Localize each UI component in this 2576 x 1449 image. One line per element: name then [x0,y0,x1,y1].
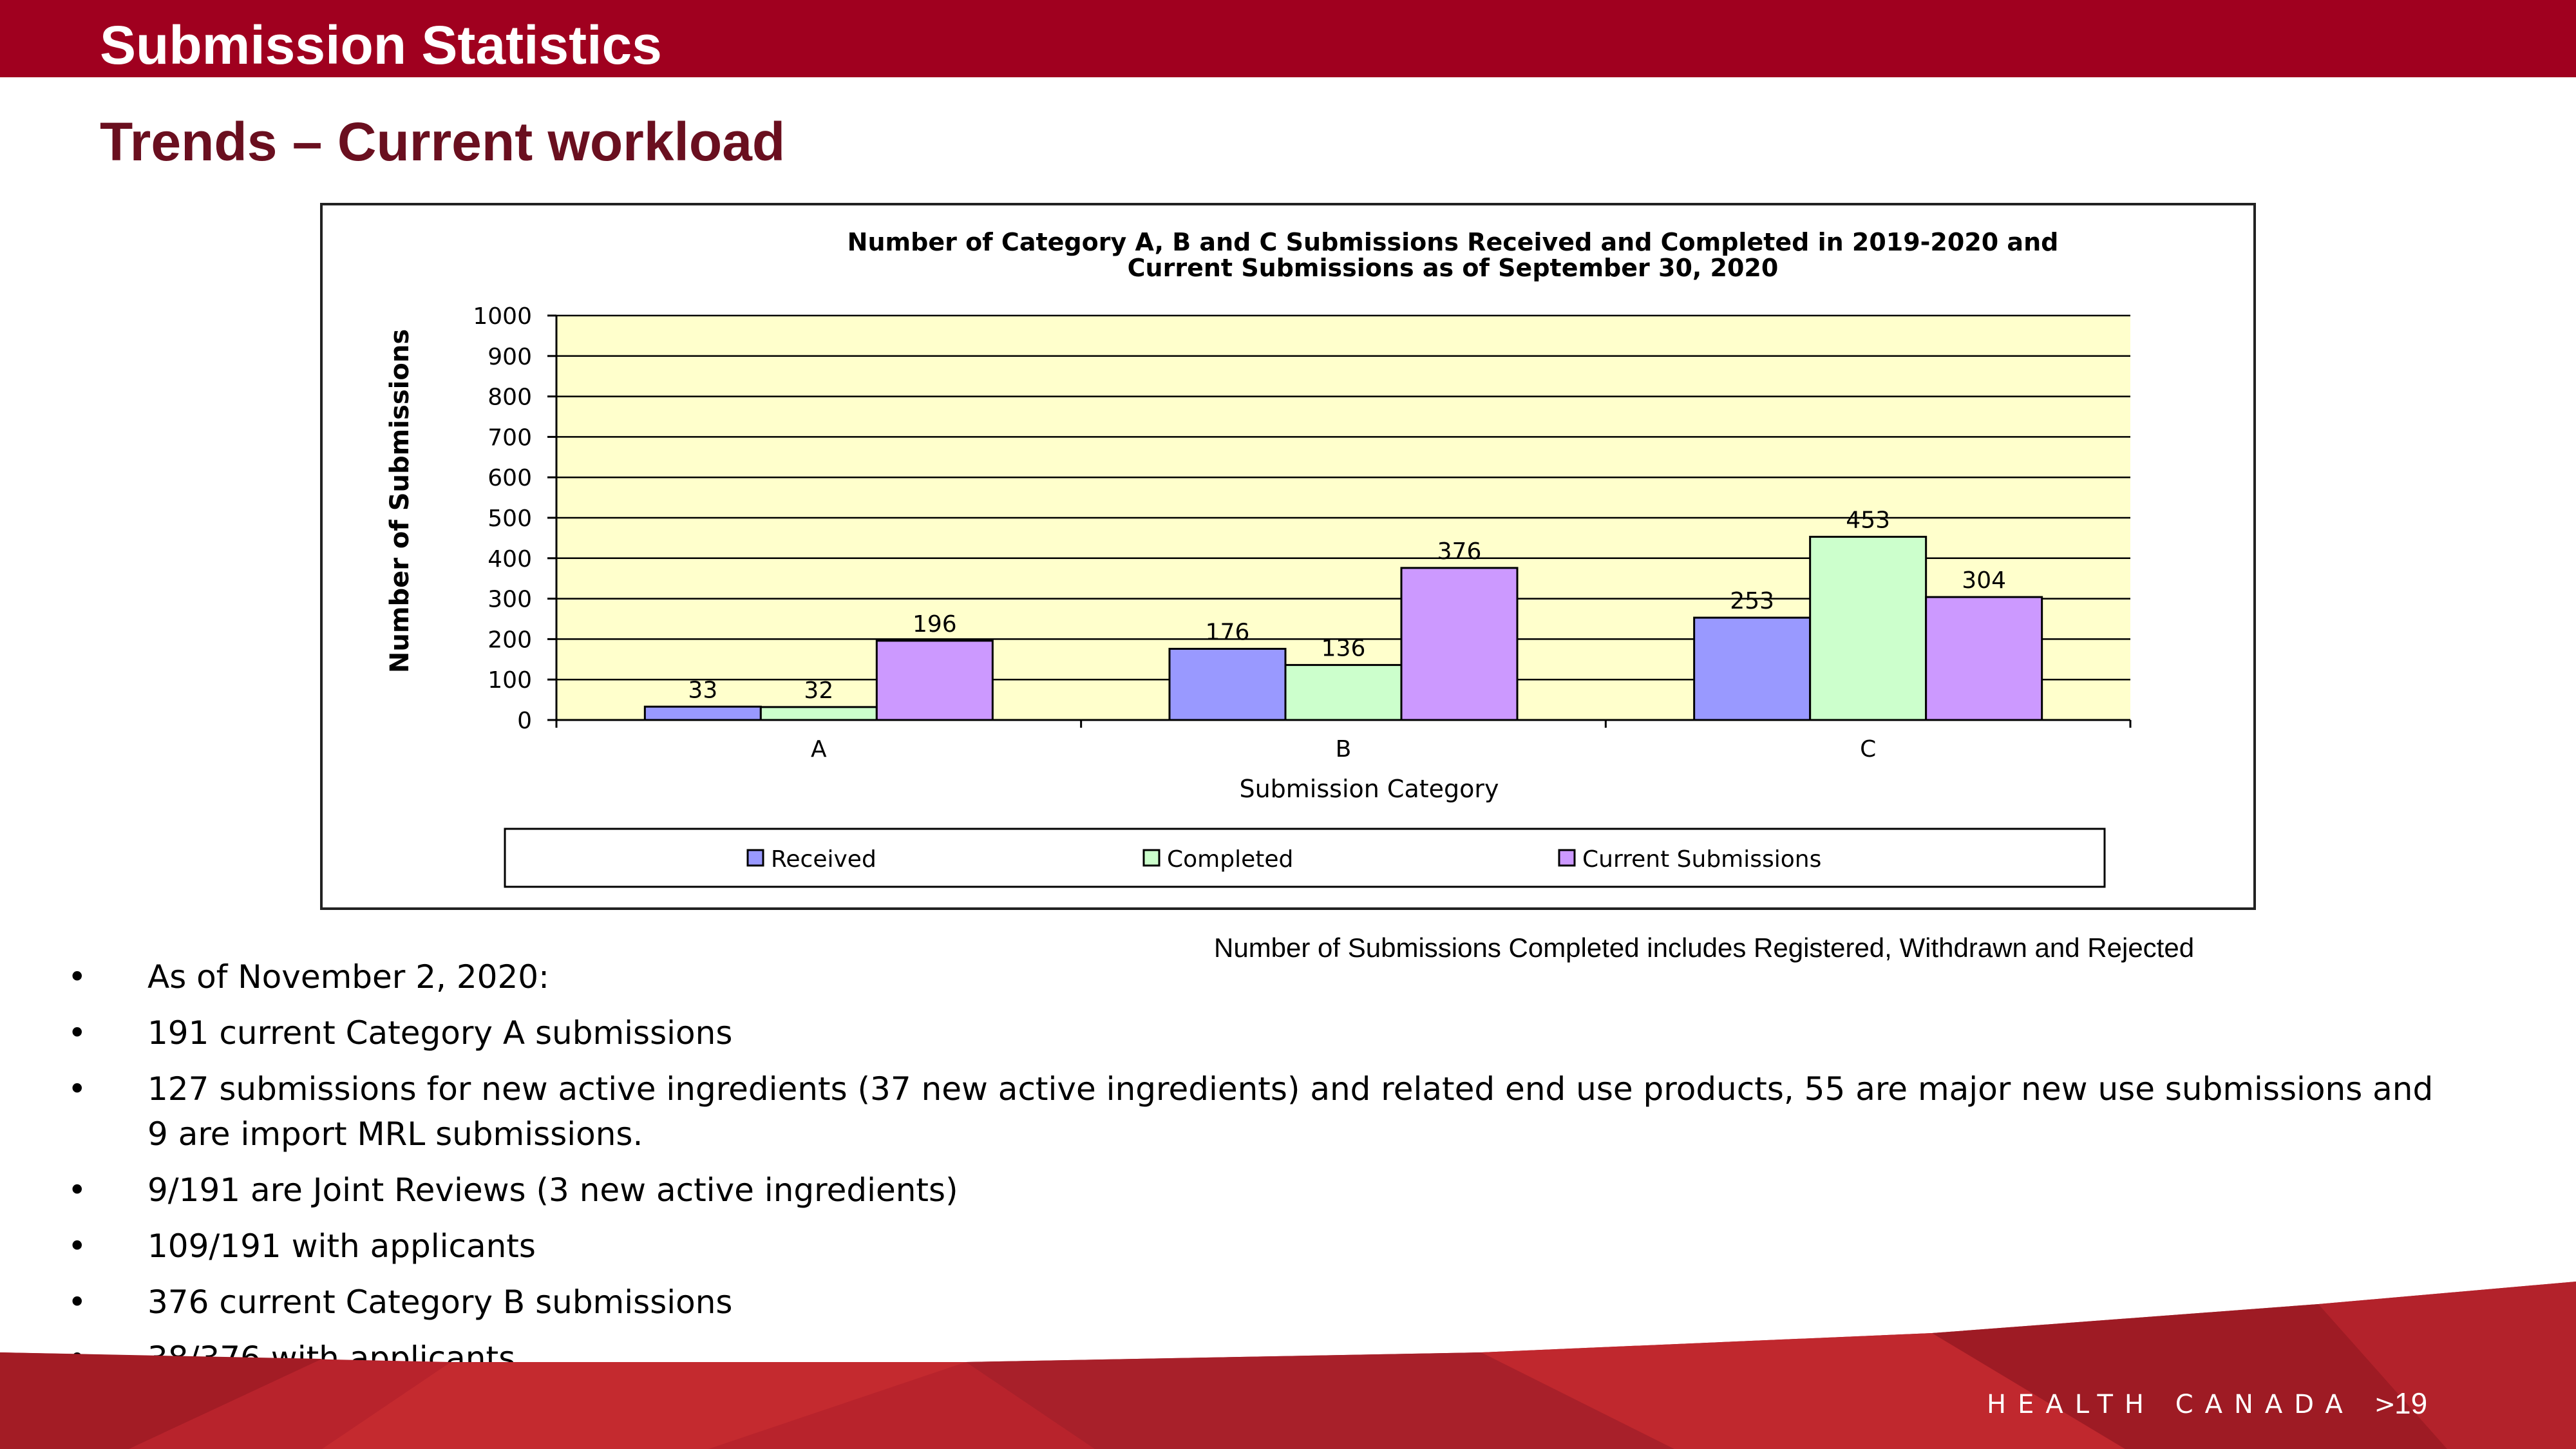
bullet-list: • As of November 2, 2020: • 191 current … [68,954,2450,1392]
y-tick-label: 200 [488,627,532,653]
bullet-item: • 127 submissions for new active ingredi… [68,1066,2450,1157]
bullet-text: 109/191 with applicants [147,1227,536,1265]
chart-title-line-2: Current Submissions as of September 30, … [1128,254,1779,282]
y-tick-label: 100 [488,667,532,694]
data-label: 32 [804,677,833,704]
legend-label: Received [771,846,876,873]
bullet-text: 9/191 are Joint Reviews (3 new active in… [147,1171,958,1209]
x-tick-label: B [1336,736,1352,762]
legend-swatch [746,849,764,867]
footer-facet [1481,1333,2125,1449]
data-label: 253 [1730,588,1774,614]
footer-facet [966,1352,1674,1449]
bar-current-submissions [1925,596,2043,721]
y-tick-label: 900 [488,344,532,370]
y-axis-label: Number of Submissions [385,329,415,673]
data-label: 376 [1437,538,1482,565]
bullet-text: 376 current Category B submissions [147,1283,733,1321]
data-label: 453 [1846,507,1890,534]
y-tick-label: 400 [488,546,532,573]
footer-brand: HEALTH CANADA > [1987,1390,2407,1419]
slide-title: Submission Statistics [100,15,662,75]
footer-facet [1932,1304,2447,1449]
bullet-marker: • [68,1171,87,1209]
data-label: 196 [913,611,957,638]
bar-received [643,705,762,721]
chart-footnote: Number of Submissions Completed includes… [1214,933,2195,963]
footer-facet [322,1362,966,1449]
legend-box [504,828,2106,888]
bar-completed [759,706,878,721]
bullet-item: • 109/191 with applicants [68,1224,2450,1269]
data-label: 176 [1206,619,1250,645]
bar-chart: Number of Category A, B and C Submission… [385,228,2132,888]
bar-completed [1284,664,1403,721]
bar-received [1693,616,1812,721]
footer-facet [0,1352,322,1449]
y-tick-label: 500 [488,506,532,532]
data-label: 33 [688,677,717,703]
legend-label: Current Submissions [1582,846,1821,873]
bullet-marker: • [68,1227,87,1265]
bar-received [1168,647,1287,721]
page-number: 19 [2394,1387,2428,1420]
x-tick-label: A [811,736,827,762]
y-tick-label: 800 [488,384,532,411]
bullet-marker: • [68,1070,87,1108]
slide-subtitle: Trends – Current workload [100,111,786,172]
bullet-text: 127 submissions for new active ingredien… [147,1070,2434,1153]
y-tick-label: 300 [488,587,532,613]
y-tick-label: 1000 [473,303,532,330]
bullet-item: • 9/191 are Joint Reviews (3 new active … [68,1168,2450,1213]
header-bar [0,0,2576,77]
legend-swatch [1558,849,1576,867]
bullet-item: • 376 current Category B submissions [68,1280,2450,1325]
y-tick-label: 0 [517,708,532,734]
chart-title-line-1: Number of Category A, B and C Submission… [848,228,2059,256]
bullet-marker: • [68,1283,87,1321]
footer-decoration [0,1282,2576,1449]
y-tick-label: 700 [488,424,532,451]
x-axis-label: Submission Category [1239,775,1499,803]
bullet-marker: • [68,958,87,996]
bar-current-submissions [875,639,994,721]
data-label: 304 [1962,567,2006,594]
legend-label: Completed [1167,846,1293,873]
bullet-item: • As of November 2, 2020: [68,954,2450,999]
bar-current-submissions [1400,567,1519,721]
data-label: 136 [1321,636,1366,662]
legend-swatch [1142,849,1160,867]
footer-facet [2318,1282,2576,1449]
chart-frame: Number of Category A, B and C Submission… [320,203,2256,910]
bullet-item: • 191 current Category A submissions [68,1010,2450,1056]
bar-completed [1809,536,1927,721]
x-tick-label: C [1860,736,1876,762]
y-tick-label: 600 [488,465,532,491]
bullet-text: As of November 2, 2020: [147,958,549,996]
bullet-text: 191 current Category A submissions [147,1014,733,1052]
bullet-marker: • [68,1014,87,1052]
